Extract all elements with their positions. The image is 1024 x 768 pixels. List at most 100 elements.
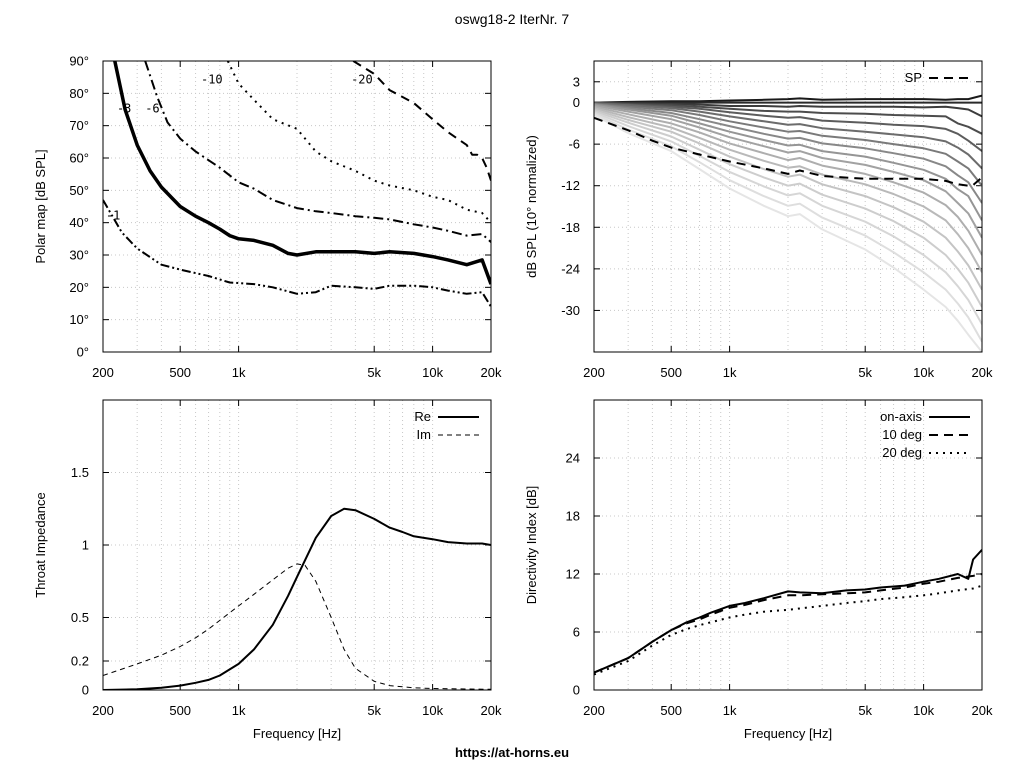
footer-url[interactable]: https://at-horns.eu	[455, 745, 569, 760]
x-tick-label: 20k	[972, 365, 993, 380]
x-tick-label: 1k	[723, 365, 737, 380]
y-tick-label: -6	[568, 137, 580, 152]
x-tick-label: 5k	[367, 703, 381, 718]
y-tick-label: 50°	[69, 183, 89, 198]
series-group	[594, 94, 982, 352]
off-axis-line-150deg	[594, 112, 982, 343]
series-group	[594, 549, 982, 676]
contour-label: -6	[145, 102, 159, 116]
off-axis-line-110deg	[594, 107, 982, 273]
off-axis-line-130deg	[594, 109, 982, 308]
x-tick-label: 500	[660, 703, 682, 718]
plot-frame	[593, 399, 983, 691]
plot-frame	[593, 60, 983, 353]
series-group	[103, 61, 491, 308]
series-line-on-axis	[594, 549, 982, 674]
series-line--20	[352, 61, 491, 181]
y-tick-label: -12	[561, 178, 580, 193]
legend-label: 10 deg	[882, 427, 922, 442]
off-axis-line-90deg	[594, 104, 982, 239]
y-tick-label: 0°	[77, 345, 89, 360]
off-axis-line-30deg	[594, 101, 982, 135]
y-tick-label: 24	[566, 451, 580, 466]
series-line-im	[103, 563, 491, 690]
y-tick-label: 3	[573, 74, 580, 89]
x-tick-label: 1k	[232, 365, 246, 380]
plot-frame	[102, 60, 492, 353]
off-axis-line-160deg	[594, 114, 982, 352]
x-tick-label: 5k	[367, 365, 381, 380]
legend-label: SP	[905, 70, 922, 85]
off-axis-line-70deg	[594, 103, 982, 204]
off-axis-line-0deg	[594, 94, 982, 104]
panel-1: 200 500 1k 5k 10k 20k 0° 10° 20° 30° 40° 50° 60° 70° 8…	[33, 54, 502, 381]
y-tick-label: 0	[573, 683, 580, 698]
x-tick-label: 1k	[723, 703, 737, 718]
series-line-10-deg	[594, 573, 982, 674]
panel-4: 200 500 1k 5k 10k 20k 0 6 12 18 24 on-axis 10 deg 20 …	[524, 399, 993, 741]
y-axis-label: Directivity Index [dB]	[524, 486, 539, 605]
grid	[594, 400, 983, 691]
y-tick-label: 0	[82, 683, 89, 698]
legend-label: on-axis	[880, 409, 922, 424]
off-axis-line-120deg	[594, 108, 982, 291]
x-tick-label: 20k	[481, 365, 502, 380]
y-tick-label: 30°	[69, 248, 89, 263]
off-axis-line-100deg	[594, 105, 982, 256]
grid	[103, 60, 492, 353]
legend-label: 20 deg	[882, 445, 922, 460]
x-tick-label: 200	[583, 365, 605, 380]
x-tick-label: 500	[169, 365, 191, 380]
legend-label: Im	[417, 427, 431, 442]
y-tick-label: 1.5	[71, 465, 89, 480]
contour-label: -3	[117, 102, 131, 116]
panel-2: 200 500 1k 5k 10k 20k 3 0 -6 -12 -18 -24 -30 SP dB SPL…	[524, 60, 993, 380]
y-tick-label: 10°	[69, 312, 89, 327]
off-axis-line-50deg	[594, 102, 982, 170]
y-tick-label: -30	[561, 303, 580, 318]
y-tick-label: 18	[566, 509, 580, 524]
y-tick-label: 1	[82, 538, 89, 553]
off-axis-line-80deg	[594, 103, 982, 221]
series-line--1	[103, 199, 491, 308]
x-tick-label: 5k	[858, 365, 872, 380]
x-axis-label: Frequency [Hz]	[744, 726, 832, 741]
y-tick-label: 0	[573, 95, 580, 110]
y-tick-label: -24	[561, 261, 580, 276]
series-line-re	[103, 507, 491, 690]
series-line--6	[144, 61, 491, 243]
panel-3: 200 500 1k 5k 10k 20k 0 0.2 0.5 1 1.5 Re Im Throat Im…	[33, 399, 502, 741]
contour-label: -1	[106, 208, 120, 222]
x-tick-label: 200	[92, 703, 114, 718]
y-tick-label: 70°	[69, 118, 89, 133]
y-tick-label: 0.2	[71, 654, 89, 669]
series-group	[103, 507, 491, 690]
figure-title: oswg18-2 IterNr. 7	[455, 11, 570, 27]
y-tick-label: 40°	[69, 215, 89, 230]
x-tick-label: 500	[169, 703, 191, 718]
plot-frame	[102, 399, 492, 691]
off-axis-line-60deg	[594, 103, 982, 187]
contour-label: -20	[351, 73, 373, 87]
x-tick-label: 5k	[858, 703, 872, 718]
x-tick-label: 20k	[481, 703, 502, 718]
x-tick-label: 500	[660, 365, 682, 380]
y-axis-label: Polar map [dB SPL]	[33, 149, 48, 263]
x-tick-label: 10k	[422, 703, 443, 718]
y-tick-label: 6	[573, 625, 580, 640]
x-tick-label: 20k	[972, 703, 993, 718]
off-axis-line-40deg	[594, 102, 982, 152]
x-tick-label: 10k	[913, 365, 934, 380]
x-tick-label: 200	[92, 365, 114, 380]
y-tick-label: 90°	[69, 54, 89, 69]
series-line--3	[113, 61, 491, 285]
y-axis-label: Throat Impedance	[33, 492, 48, 598]
x-tick-label: 1k	[232, 703, 246, 718]
x-axis-label: Frequency [Hz]	[253, 726, 341, 741]
off-axis-line-20deg	[594, 101, 982, 118]
y-tick-label: 80°	[69, 86, 89, 101]
x-tick-label: 10k	[913, 703, 934, 718]
y-axis-label: dB SPL (10° normalized)	[524, 135, 539, 278]
y-tick-label: 60°	[69, 151, 89, 166]
